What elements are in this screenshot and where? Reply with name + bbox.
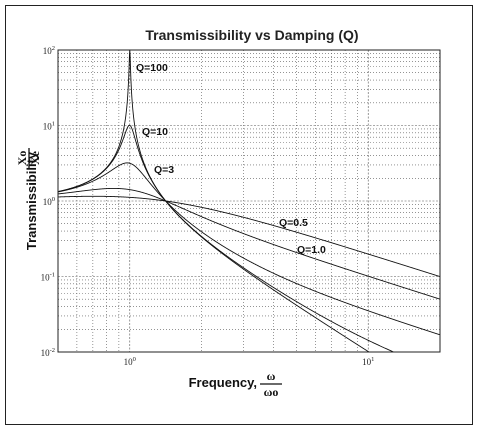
y-tick-label: 10-2 (41, 347, 55, 358)
plot-border (57, 49, 441, 353)
x-tick-label: 101 (362, 356, 374, 367)
y-axis-fraction: Xo Xe (15, 148, 42, 168)
y-tick-label: 101 (43, 121, 55, 132)
series-line (57, 162, 441, 336)
x-fraction-denominator: ωo (264, 385, 279, 399)
y-axis-label: Transmissibility (24, 151, 39, 250)
series-line (57, 124, 440, 353)
y-tick-label: 100 (43, 196, 55, 207)
annotation-q10-damped: Q=1.0 (297, 244, 326, 256)
y-tick-label: 102 (43, 45, 55, 56)
annotation-q10: Q=10 (142, 126, 168, 138)
y-fraction-denominator: Xe (28, 150, 42, 165)
curves (57, 49, 441, 353)
y-fraction-numerator: Xo (15, 151, 29, 166)
series-line (57, 187, 441, 300)
y-axis-title: Transmissibility (24, 151, 39, 250)
annotation-q100: Q=100 (136, 62, 168, 74)
chart-frame (5, 5, 473, 425)
x-fraction-numerator: ω (267, 369, 276, 383)
x-axis-title: Frequency, (189, 375, 257, 390)
y-tick-label: 10-1 (41, 272, 55, 283)
annotation-q05: Q=0.5 (279, 217, 308, 229)
annotation-q3: Q=3 (154, 164, 174, 176)
x-tick-label: 100 (124, 356, 136, 367)
chart-title: Transmissibility vs Damping (Q) (145, 27, 358, 43)
tick-labels: 102 101 100 10-1 10-2 100 101 (41, 45, 375, 367)
series-line (57, 195, 441, 278)
